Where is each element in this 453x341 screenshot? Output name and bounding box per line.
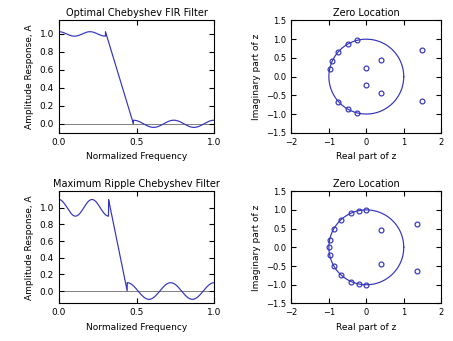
X-axis label: Normalized Frequency: Normalized Frequency	[86, 152, 187, 161]
Y-axis label: Imaginary part of z: Imaginary part of z	[252, 204, 261, 291]
X-axis label: Real part of z: Real part of z	[336, 323, 396, 332]
Y-axis label: Amplitude Response, A: Amplitude Response, A	[25, 24, 34, 129]
X-axis label: Normalized Frequency: Normalized Frequency	[86, 323, 187, 332]
Y-axis label: Amplitude Response, A: Amplitude Response, A	[25, 195, 34, 300]
X-axis label: Real part of z: Real part of z	[336, 152, 396, 161]
Title: Optimal Chebyshev FIR Filter: Optimal Chebyshev FIR Filter	[66, 8, 207, 18]
Title: Maximum Ripple Chebyshev Filter: Maximum Ripple Chebyshev Filter	[53, 179, 220, 189]
Y-axis label: Imaginary part of z: Imaginary part of z	[252, 33, 261, 120]
Title: Zero Location: Zero Location	[333, 179, 400, 189]
Title: Zero Location: Zero Location	[333, 8, 400, 18]
